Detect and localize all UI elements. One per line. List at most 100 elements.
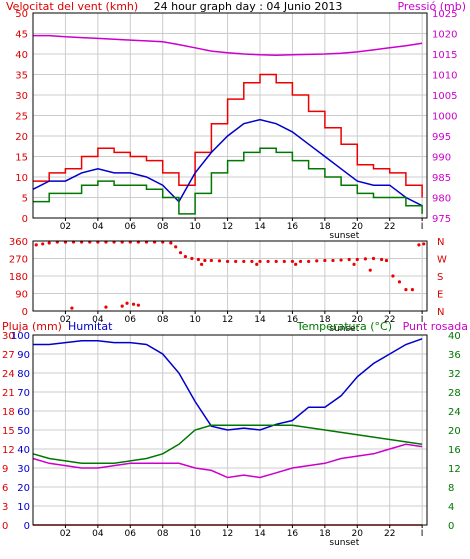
- wind-x-ticks: 02 04 06 08 10 12 14 16 18 20 22 I: [60, 218, 424, 232]
- direction-point: [391, 274, 395, 278]
- x-tick-label: 04: [92, 315, 104, 325]
- direction-point: [417, 243, 421, 247]
- humidity-tick-label: 100: [11, 331, 30, 342]
- direction-point: [104, 305, 108, 309]
- x-tick-label: 04: [92, 222, 104, 232]
- temp-x-ticks: 02 04 06 08 10 12 14 16 18 20 22 I: [60, 525, 424, 539]
- direction-point: [234, 259, 238, 264]
- wind-tick-label: 25: [15, 112, 28, 123]
- x-tick-label: 02: [60, 315, 71, 325]
- direction-tick-label: 270: [9, 255, 28, 266]
- rain-tick-label: 6: [2, 483, 8, 494]
- wind-tick-label: 50: [15, 9, 28, 20]
- humidity-tick-label: 30: [17, 464, 30, 475]
- wind-axis-label: Velocitat del vent (kmh): [6, 0, 138, 13]
- x-tick-label: 12: [222, 529, 233, 539]
- pressure-line: [33, 34, 423, 56]
- wind-direction-series: [34, 240, 426, 310]
- x-tick-label: I: [421, 315, 424, 325]
- compass-tick-label: E: [437, 290, 443, 301]
- temperature-tick-label: 4: [448, 502, 454, 513]
- direction-point: [131, 302, 136, 306]
- x-tick-label: 10: [189, 315, 201, 325]
- direction-point: [422, 242, 426, 246]
- wind-tick-label: 35: [15, 71, 28, 82]
- pressure-tick-label: 1025: [432, 9, 457, 20]
- x-tick-label: 14: [254, 222, 266, 232]
- x-tick-label: 18: [319, 222, 331, 232]
- x-tick-label: 08: [157, 222, 169, 232]
- direction-point: [196, 257, 200, 262]
- rain-tick-label: 12: [2, 445, 15, 456]
- direction-point: [371, 256, 376, 261]
- direction-point: [136, 303, 140, 307]
- x-tick-label: I: [421, 222, 424, 232]
- temp-humidity-frame: [32, 334, 428, 526]
- temperature-tick-label: 16: [448, 445, 461, 456]
- direction-point: [339, 258, 343, 262]
- x-tick-label: 20: [352, 315, 364, 325]
- temperature-line: [32, 424, 423, 465]
- compass-tick-label: S: [437, 272, 443, 283]
- direction-point: [178, 251, 183, 255]
- humidity-axis-label: Humitat: [68, 320, 113, 333]
- temperature-tick-label: 20: [448, 426, 461, 437]
- x-tick-label: I: [421, 529, 424, 539]
- rain-ticks: 0 3 6 9 12 15 18 21 24 27 30: [2, 331, 15, 532]
- x-tick-label: 14: [254, 315, 266, 325]
- direction-point: [174, 245, 178, 249]
- rain-tick-label: 27: [2, 350, 15, 361]
- temperature-tick-label: 32: [448, 369, 461, 380]
- rain-tick-label: 18: [2, 407, 15, 418]
- humidity-tick-label: 70: [17, 388, 30, 399]
- dewpoint-axis-label: Punt rosada: [403, 320, 468, 333]
- direction-point: [242, 259, 246, 264]
- direction-point: [190, 256, 194, 261]
- rain-tick-label: 15: [2, 426, 15, 437]
- direction-point: [355, 257, 359, 262]
- rain-tick-label: 24: [2, 369, 15, 380]
- temperature-tick-label: 36: [448, 350, 461, 361]
- direction-point: [410, 288, 415, 292]
- direction-point: [274, 259, 278, 264]
- direction-point: [290, 259, 295, 264]
- direction-point: [347, 257, 351, 262]
- x-tick-label: 06: [125, 529, 137, 539]
- x-tick-label: 06: [125, 222, 137, 232]
- direction-point: [125, 301, 129, 305]
- direction-point: [34, 243, 38, 247]
- compass-tick-label: N: [437, 307, 444, 318]
- direction-point: [258, 259, 262, 264]
- humidity-tick-label: 60: [17, 407, 30, 418]
- direction-point: [294, 262, 298, 266]
- direction-point: [380, 257, 384, 262]
- wind-tick-label: 10: [15, 173, 28, 184]
- x-tick-label: 16: [287, 222, 299, 232]
- wind-gust-line: [33, 73, 423, 198]
- pressure-tick-label: 1000: [432, 112, 457, 123]
- pressure-tick-label: 995: [432, 132, 451, 143]
- x-tick-label: 20: [352, 222, 364, 232]
- pressure-tick-label: 975: [432, 214, 451, 225]
- wind-speed-line: [32, 118, 423, 207]
- direction-tick-label: 360: [9, 237, 28, 248]
- sunset-label: sunset: [329, 231, 359, 241]
- rain-tick-label: 9: [2, 464, 8, 475]
- temperature-axis-label: Temperatura (°C): [296, 320, 392, 333]
- direction-point: [298, 259, 303, 264]
- chart-title: 24 hour graph day : 04 Junio 2013: [154, 0, 343, 13]
- direction-point: [217, 259, 222, 263]
- direction-tick-label: 90: [15, 290, 28, 301]
- direction-point: [250, 259, 254, 264]
- direction-point: [120, 304, 124, 308]
- direction-point: [255, 262, 259, 266]
- temperature-tick-label: 8: [448, 483, 454, 494]
- pressure-tick-label: 985: [432, 173, 451, 184]
- x-tick-label: 16: [287, 315, 299, 325]
- humidity-tick-label: 20: [17, 483, 30, 494]
- sunset-label: sunset: [329, 538, 359, 548]
- x-tick-label: 04: [92, 529, 104, 539]
- pressure-axis-label: Pressió (mb): [397, 0, 466, 13]
- wind-tick-label: 40: [15, 50, 28, 61]
